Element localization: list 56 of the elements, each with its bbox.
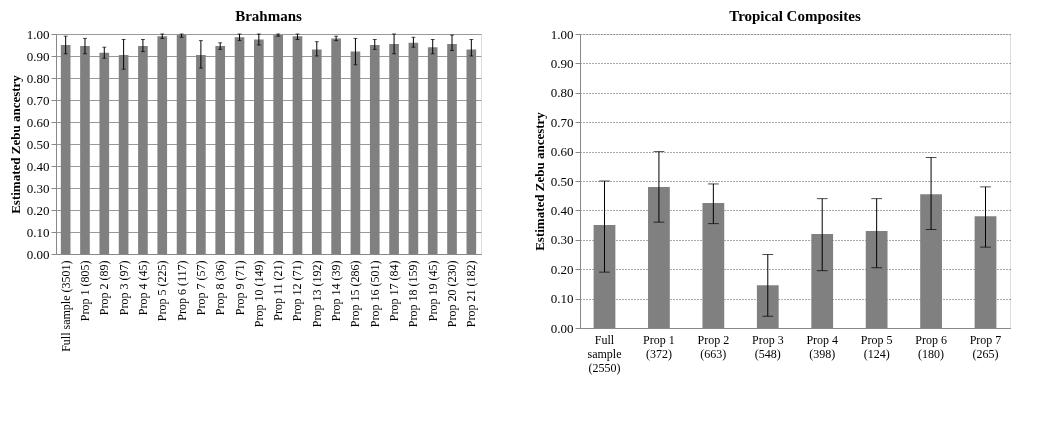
y-tick-label: 0.40 bbox=[550, 202, 574, 218]
x-tick-label: Prop 9 (71) bbox=[232, 260, 247, 316]
x-tick-label: Prop 6 (180) bbox=[915, 332, 947, 361]
y-tick-label: 0.60 bbox=[550, 144, 574, 160]
x-tick-label: Prop 5 (124) bbox=[860, 332, 893, 361]
y-tick-label: 0.00 bbox=[26, 246, 50, 262]
x-tick-label: Prop 16 (501) bbox=[367, 260, 382, 328]
y-tick-label: 0.70 bbox=[550, 114, 574, 130]
x-tick-label: Prop 19 (45) bbox=[425, 260, 440, 322]
x-tick-label: Prop 10 (149) bbox=[251, 260, 266, 328]
y-tick-label: 0.80 bbox=[550, 85, 574, 101]
y-tick-label: 0.50 bbox=[26, 136, 50, 152]
y-tick-label: 0.30 bbox=[550, 232, 574, 248]
y-tick-label: 1.00 bbox=[550, 26, 574, 42]
chart-title: Brahmans bbox=[235, 8, 302, 24]
x-tick-label: Prop 3 (548) bbox=[751, 332, 784, 361]
y-tick-label: 0.10 bbox=[26, 224, 50, 240]
x-tick-label: Prop 4 (398) bbox=[806, 332, 839, 361]
x-tick-label: Prop 1 (372) bbox=[643, 332, 675, 361]
x-tick-label: Prop 15 (286) bbox=[348, 260, 363, 328]
x-tick-label: Full sample (2550) bbox=[587, 332, 622, 375]
x-tick-label: Prop 5 (225) bbox=[155, 260, 170, 322]
y-tick-label: 0.50 bbox=[550, 173, 574, 189]
y-tick-label: 0.30 bbox=[26, 180, 50, 196]
y-tick-label: 0.90 bbox=[550, 55, 574, 71]
x-tick-label: Prop 2 (663) bbox=[697, 332, 730, 361]
y-tick-label: 0.80 bbox=[26, 70, 50, 86]
y-tick-label: 0.00 bbox=[550, 320, 574, 336]
x-tick-label: Prop 20 (230) bbox=[445, 260, 460, 328]
y-axis-title: Estimated Zebu ancestry bbox=[531, 111, 547, 251]
y-tick-label: 0.90 bbox=[26, 48, 50, 64]
x-tick-label: Prop 3 (97) bbox=[116, 260, 131, 316]
x-tick-label: Prop 13 (192) bbox=[309, 260, 324, 328]
chart-title: Tropical Composites bbox=[729, 8, 861, 24]
x-tick-label: Prop 2 (89) bbox=[97, 260, 112, 316]
x-tick-label: Prop 6 (117) bbox=[174, 260, 189, 321]
x-tick-label: Prop 14 (39) bbox=[329, 260, 344, 322]
y-tick-label: 0.10 bbox=[550, 291, 574, 307]
x-tick-label: Prop 18 (159) bbox=[406, 260, 421, 328]
x-tick-label: Full sample (3501) bbox=[58, 260, 73, 352]
y-tick-label: 0.60 bbox=[26, 114, 50, 130]
x-tick-label: Prop 12 (71) bbox=[290, 260, 305, 322]
y-tick-label: 1.00 bbox=[26, 26, 50, 42]
y-tick-label: 0.70 bbox=[26, 92, 50, 108]
y-tick-label: 0.20 bbox=[26, 202, 50, 218]
x-tick-label: Prop 7 (265) bbox=[969, 332, 1002, 361]
x-tick-label: Prop 1 (805) bbox=[77, 260, 92, 322]
x-tick-label: Prop 8 (36) bbox=[213, 260, 228, 316]
x-tick-label: Prop 7 (57) bbox=[193, 260, 208, 316]
y-axis-title: Estimated Zebu ancestry bbox=[7, 74, 23, 214]
y-tick-label: 0.20 bbox=[550, 261, 574, 277]
y-tick-label: 0.40 bbox=[26, 158, 50, 174]
x-tick-label: Prop 17 (84) bbox=[387, 260, 402, 322]
x-tick-label: Prop 21 (182) bbox=[464, 260, 479, 328]
x-tick-label: Prop 4 (45) bbox=[135, 260, 150, 316]
x-tick-label: Prop 11 (21) bbox=[271, 260, 286, 321]
